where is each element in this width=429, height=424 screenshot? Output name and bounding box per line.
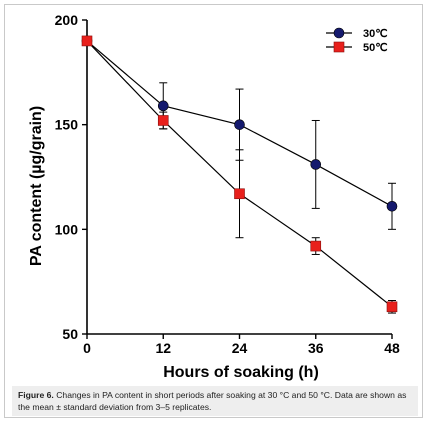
legend-marker xyxy=(333,41,345,53)
y-tick-label: 100 xyxy=(55,221,79,237)
legend-label: 30℃ xyxy=(363,28,388,40)
data-point xyxy=(234,188,245,200)
y-tick-label: 150 xyxy=(55,117,79,133)
data-point xyxy=(310,159,322,170)
figure-frame xyxy=(4,4,423,418)
caption-label: Figure 6. xyxy=(18,390,54,400)
x-tick-label: 36 xyxy=(308,340,324,356)
chart-legend: 30℃50℃ xyxy=(326,27,388,54)
y-tick-label: 50 xyxy=(62,326,78,342)
data-point xyxy=(81,35,93,47)
y-axis-label: PA content (µg/grain) xyxy=(28,106,45,266)
data-point xyxy=(386,201,398,212)
line-chart: 0 12 24 36 48 50 100 150 200 PA content (µg/grai… xyxy=(28,12,400,381)
caption-text: Changes in PA content in short periods a… xyxy=(18,390,407,412)
legend-label: 50℃ xyxy=(363,42,388,54)
chart-series-layer xyxy=(81,35,398,314)
legend-item-1: 30℃ xyxy=(326,27,388,40)
chart-axes: 0 12 24 36 48 50 100 150 200 xyxy=(55,12,400,356)
x-tick-label: 48 xyxy=(384,340,400,356)
data-point xyxy=(234,119,245,130)
data-point xyxy=(157,100,169,112)
x-tick-label: 0 xyxy=(83,340,91,356)
figure-caption: Figure 6. Changes in PA content in short… xyxy=(12,386,418,416)
chart-area: 0 12 24 36 48 50 100 150 200 PA content (µg/grai… xyxy=(28,12,400,381)
series-2 xyxy=(81,35,398,314)
x-axis-label: Hours of soaking (h) xyxy=(163,364,319,381)
x-tick-label: 24 xyxy=(232,340,248,356)
legend-marker xyxy=(333,27,345,39)
x-tick-label: 12 xyxy=(155,340,171,356)
data-point xyxy=(157,115,169,126)
y-tick-label: 200 xyxy=(55,12,79,28)
legend-item-2: 50℃ xyxy=(326,41,388,54)
data-point xyxy=(310,240,322,252)
data-point xyxy=(386,301,398,313)
